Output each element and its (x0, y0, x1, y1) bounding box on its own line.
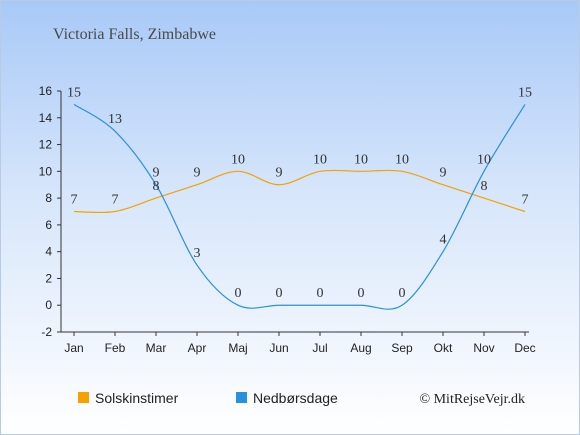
data-label-rain-days: 9 (153, 166, 160, 181)
legend-swatch-sunshine (78, 392, 89, 403)
y-tick-label: 4 (45, 245, 52, 259)
data-label-rain-days: 0 (235, 286, 242, 301)
data-label-sunshine: 8 (153, 179, 160, 194)
data-label-rain-days: 0 (317, 286, 324, 301)
data-label-rain-days: 3 (194, 246, 201, 261)
series-line-rain-days (73, 103, 526, 310)
data-label-sunshine: 9 (276, 166, 283, 181)
legend: Solskinstimer Nedbørsdage (78, 390, 338, 406)
y-tick-label: 14 (39, 111, 53, 125)
x-tick-label: Apr (188, 341, 207, 355)
data-label-rain-days: 15 (518, 85, 532, 100)
chart-title: Victoria Falls, Zimbabwe (53, 26, 216, 43)
data-label-rain-days: 15 (67, 85, 81, 100)
data-label-sunshine: 9 (440, 166, 447, 181)
data-label-sunshine: 7 (71, 193, 78, 208)
x-tick-label: Jul (312, 341, 327, 355)
data-label-rain-days: 13 (108, 112, 122, 127)
y-tick-label: 2 (45, 271, 52, 285)
x-tick-label: Okt (434, 341, 453, 355)
y-tick-label: 16 (39, 84, 53, 98)
legend-label-sunshine: Solskinstimer (95, 390, 179, 406)
y-tick-label: 0 (45, 298, 52, 312)
data-label-sunshine: 10 (231, 152, 245, 167)
x-tick-label: Dec (514, 341, 535, 355)
y-tick-label: 12 (39, 138, 53, 152)
data-label-rain-days: 0 (358, 286, 365, 301)
data-label-rain-days: 4 (440, 233, 447, 248)
data-label-sunshine: 10 (354, 152, 368, 167)
x-tick-label: Aug (350, 341, 371, 355)
credit-text: © MitRejseVejr.dk (419, 392, 525, 407)
x-tick-label: Feb (105, 341, 126, 355)
data-label-sunshine: 10 (313, 152, 327, 167)
data-label-sunshine: 10 (395, 152, 409, 167)
legend-label-rain-days: Nedbørsdage (253, 390, 338, 406)
x-tick-label: Nov (473, 341, 494, 355)
x-tick-label: Jan (64, 341, 83, 355)
data-label-sunshine: 8 (481, 179, 488, 194)
x-tick-label: Mar (146, 341, 167, 355)
data-label-sunshine: 9 (194, 166, 201, 181)
data-label-sunshine: 7 (112, 193, 119, 208)
data-label-sunshine: 7 (522, 193, 529, 208)
axes: -2 0 2 4 6 8 10 12 14 16 Jan Feb Mar Apr Maj Jun Jul Aug S… (39, 84, 536, 355)
y-tick-label: -2 (41, 325, 52, 339)
y-tick-label: 8 (45, 191, 52, 205)
y-tick-label: 10 (39, 164, 53, 178)
legend-swatch-rain-days (236, 392, 247, 403)
series-layer (73, 103, 526, 310)
x-tick-label: Maj (228, 341, 247, 355)
x-tick-label: Sep (391, 341, 413, 355)
x-tick-label: Jun (269, 341, 288, 355)
y-tick-label: 6 (45, 218, 52, 232)
data-label-rain-days: 10 (477, 152, 491, 167)
data-label-rain-days: 0 (276, 286, 283, 301)
data-label-rain-days: 0 (399, 286, 406, 301)
series-line-sunshine (73, 169, 526, 214)
